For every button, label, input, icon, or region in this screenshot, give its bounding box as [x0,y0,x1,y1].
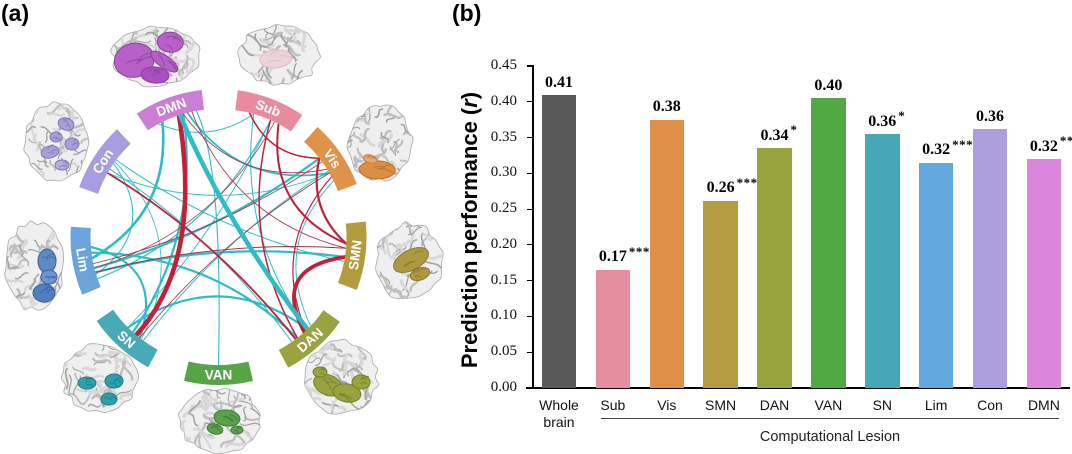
svg-text:Lim: Lim [73,247,92,273]
svg-text:SMN: SMN [346,239,365,271]
svg-text:VAN: VAN [205,368,233,383]
